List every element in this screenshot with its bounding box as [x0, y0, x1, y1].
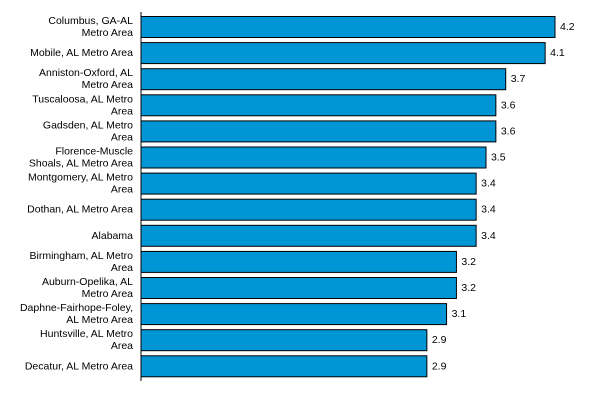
bar-11 [140, 303, 448, 326]
category-label-line: Area [111, 262, 133, 274]
category-label-5: Florence-Muscle Shoals, AL Metro Area [29, 146, 133, 170]
value-label-5: 3.5 [491, 152, 506, 164]
category-label-line: Auburn-Opelika, AL [42, 276, 133, 288]
category-label-4: Gadsden, AL Metro Area [43, 119, 133, 143]
category-label-line: Dothan, AL Metro Area [27, 204, 133, 216]
value-label-11: 3.1 [452, 308, 467, 320]
category-label-line: Metro Area [82, 79, 134, 91]
category-label-line: Area [111, 184, 133, 196]
value-label-8: 3.4 [481, 230, 496, 242]
bar-13 [140, 355, 428, 378]
category-label-line: Gadsden, AL Metro [43, 119, 133, 131]
value-label-12: 2.9 [432, 334, 447, 346]
bar-4 [140, 120, 497, 143]
category-label-line: Anniston-Oxford, AL [39, 67, 133, 79]
bar-6 [140, 172, 477, 195]
category-label-line: Huntsville, AL Metro [40, 328, 133, 340]
value-label-3: 3.6 [501, 99, 516, 111]
category-label-line: Columbus, GA-AL [48, 15, 133, 27]
category-label-line: Metro Area [82, 27, 134, 39]
category-label-line: Area [111, 131, 133, 143]
category-label-1: Mobile, AL Metro Area [30, 47, 133, 59]
category-label-9: Birmingham, AL Metro Area [30, 250, 134, 274]
value-label-6: 3.4 [481, 178, 496, 190]
category-label-line: Daphne-Fairhope-Foley, [20, 302, 133, 314]
value-label-13: 2.9 [432, 360, 447, 372]
category-label-line: Shoals, AL Metro Area [29, 158, 133, 170]
category-label-line: Area [111, 340, 133, 352]
category-label-3: Tuscaloosa, AL Metro Area [32, 93, 133, 117]
bar-7 [140, 198, 477, 221]
category-label-line: Tuscaloosa, AL Metro [32, 93, 133, 105]
category-label-0: Columbus, GA-AL Metro Area [48, 15, 133, 39]
category-label-8: Alabama [92, 230, 134, 242]
value-label-9: 3.2 [461, 256, 476, 268]
category-label-6: Montgomery, AL Metro Area [28, 172, 133, 196]
bar-5 [140, 146, 487, 169]
bar-0 [140, 16, 556, 38]
value-label-10: 3.2 [461, 282, 476, 294]
category-label-2: Anniston-Oxford, AL Metro Area [39, 67, 133, 91]
value-labels-group: 4.2 4.1 3.7 3.6 3.6 3.5 3.4 3.4 3.4 3.2 3.2 3.1 2.9 2… [432, 21, 575, 372]
value-label-2: 3.7 [511, 73, 526, 85]
category-label-12: Huntsville, AL Metro Area [40, 328, 133, 352]
bar-8 [140, 224, 477, 247]
category-label-7: Dothan, AL Metro Area [27, 204, 133, 216]
bars-group [140, 16, 556, 378]
category-label-10: Auburn-Opelika, AL Metro Area [42, 276, 133, 300]
value-label-7: 3.4 [481, 204, 496, 216]
value-label-0: 4.2 [560, 21, 575, 33]
category-label-line: Decatur, AL Metro Area [25, 360, 133, 372]
value-label-1: 4.1 [550, 47, 565, 59]
value-label-4: 3.6 [501, 125, 516, 137]
category-label-line: Mobile, AL Metro Area [30, 47, 133, 59]
category-label-line: Area [111, 105, 133, 117]
category-label-line: Birmingham, AL Metro [30, 250, 134, 262]
category-label-11: Daphne-Fairhope-Foley, AL Metro Area [20, 302, 133, 326]
category-label-line: Montgomery, AL Metro [28, 172, 133, 184]
category-label-13: Decatur, AL Metro Area [25, 360, 133, 372]
bar-10 [140, 277, 457, 299]
bar-1 [140, 42, 546, 65]
category-label-line: Alabama [92, 230, 134, 242]
category-label-line: Metro Area [82, 288, 134, 300]
bar-2 [140, 68, 507, 91]
bar-12 [140, 329, 428, 352]
bar-3 [140, 94, 497, 117]
category-label-line: AL Metro Area [66, 314, 133, 326]
bar-9 [140, 250, 457, 273]
category-label-line: Florence-Muscle [55, 146, 133, 158]
